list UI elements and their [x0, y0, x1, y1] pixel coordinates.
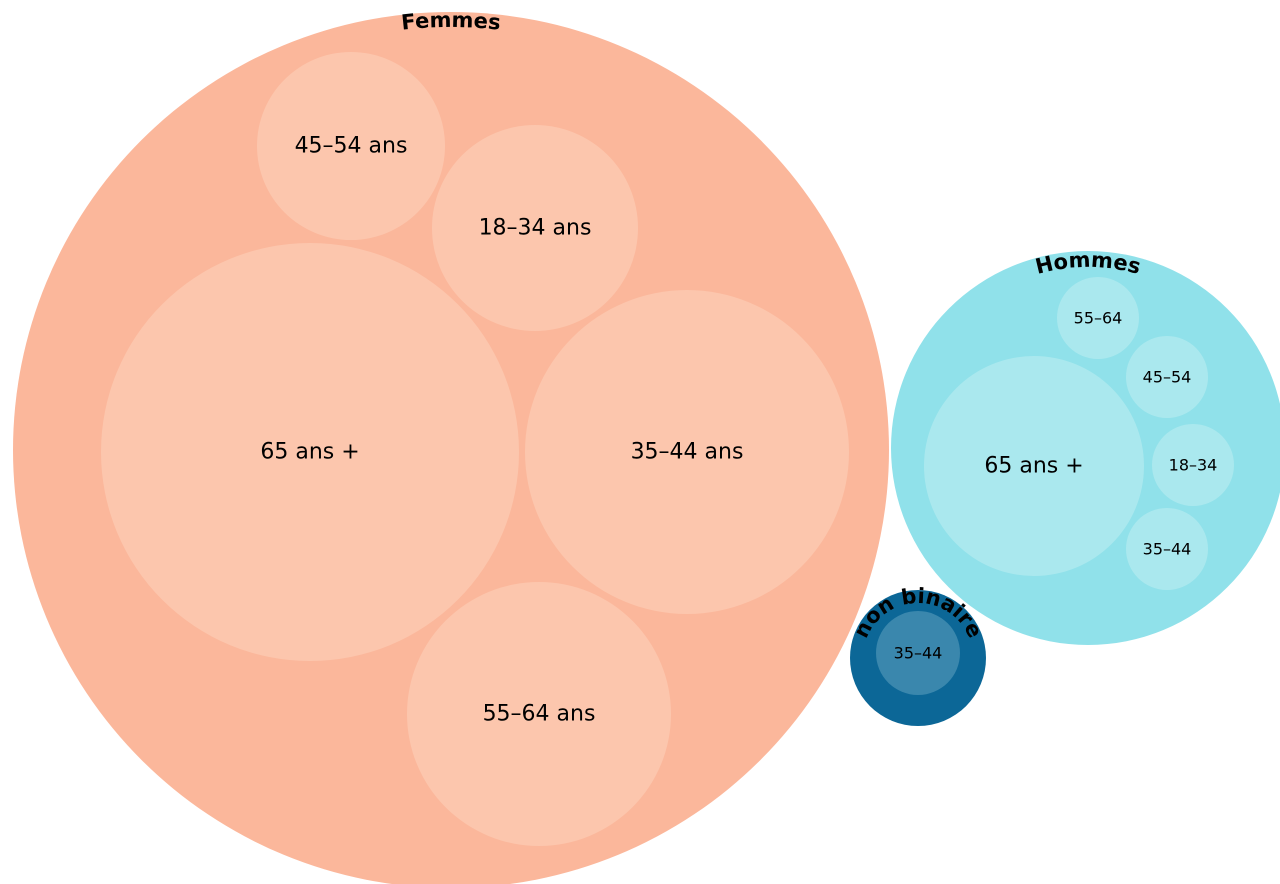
child-circle-hommes-1[interactable]	[1057, 277, 1139, 359]
child-circle-non-binaire-1[interactable]	[876, 611, 960, 695]
child-circle-hommes-4[interactable]	[1152, 424, 1234, 506]
child-label-non-binaire-1: 35–44	[894, 644, 943, 663]
child-label-hommes-5: 35–44	[1143, 540, 1192, 559]
child-label-hommes-4: 18–34	[1169, 456, 1218, 475]
group-label-femmes: Femmes	[400, 8, 502, 35]
child-circle-hommes-5[interactable]	[1126, 508, 1208, 590]
child-circle-femmes-3[interactable]	[101, 243, 519, 661]
child-circle-femmes-4[interactable]	[525, 290, 849, 614]
child-label-femmes-5: 55–64 ans	[483, 702, 596, 727]
child-circle-hommes-3[interactable]	[924, 356, 1144, 576]
child-label-hommes-1: 55–64	[1074, 309, 1123, 328]
bubble-group-femmes: 45–54 ans 18–34 ans 65 ans + 35–44 ans 55–64…	[13, 8, 889, 884]
child-circle-femmes-5[interactable]	[407, 582, 671, 846]
child-circle-femmes-2[interactable]	[432, 125, 638, 331]
child-circle-hommes-2[interactable]	[1126, 336, 1208, 418]
child-label-femmes-4: 35–44 ans	[631, 440, 744, 465]
child-label-femmes-3: 65 ans +	[260, 440, 359, 465]
child-circle-femmes-1[interactable]	[257, 52, 445, 240]
child-label-femmes-1: 45–54 ans	[295, 134, 408, 159]
child-label-femmes-2: 18–34 ans	[479, 216, 592, 241]
child-label-hommes-3: 65 ans +	[984, 454, 1083, 479]
child-label-hommes-2: 45–54	[1143, 368, 1192, 387]
